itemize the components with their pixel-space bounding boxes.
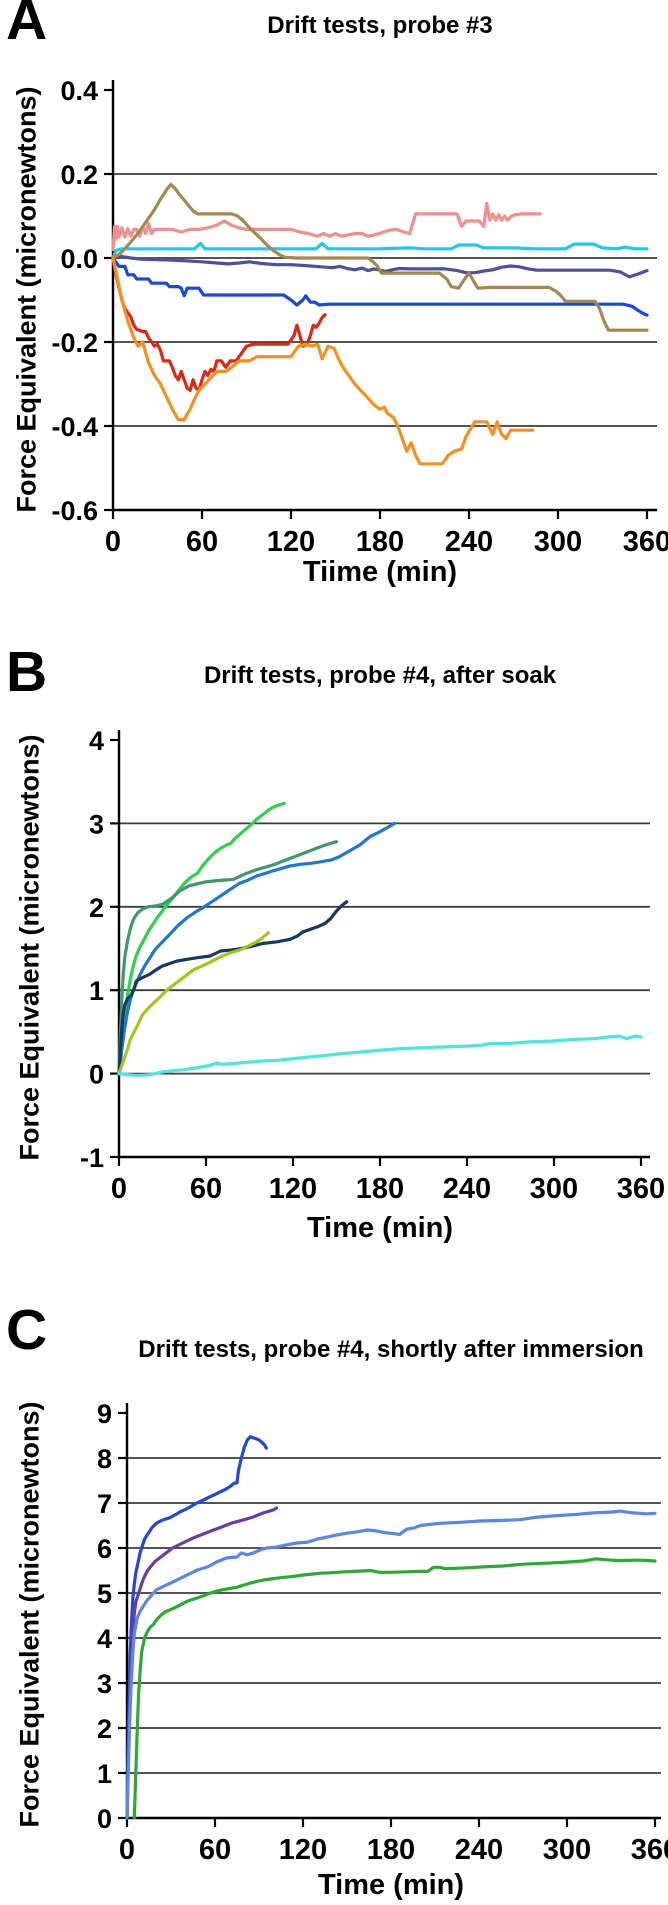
x-tick-label: 0 xyxy=(105,526,121,558)
y-tick-label: 1 xyxy=(89,976,104,1006)
series-pink xyxy=(111,201,542,252)
x-tick-label: 60 xyxy=(199,1834,231,1866)
panel-c-title: Drift tests, probe #4, shortly after imm… xyxy=(138,1336,644,1363)
panel-b-y-axis-title: Force Equivalent (micronewtons) xyxy=(14,734,45,1161)
y-tick-label: -1 xyxy=(80,1143,104,1173)
series-blue xyxy=(117,821,397,1076)
x-tick-label: 300 xyxy=(534,526,582,558)
y-tick-label: 4 xyxy=(89,726,104,756)
panel-a-plot: 0.4 0.2 0.0 -0.2 -0.4 -0.60 60 120 180 240 300 360 xyxy=(51,76,668,558)
series-bright-green xyxy=(117,801,286,1076)
x-tick-label: 360 xyxy=(623,526,668,558)
y-tick-label: -0.2 xyxy=(51,328,98,358)
series-royal-blue xyxy=(125,1435,268,1820)
y-tick-label: 8 xyxy=(97,1444,112,1474)
x-tick-label: 180 xyxy=(356,1173,404,1205)
y-tick-label: 6 xyxy=(97,1534,112,1564)
y-tick-label: 2 xyxy=(97,1714,112,1744)
y-tick-label: -0.6 xyxy=(51,496,98,526)
x-tick-label: 240 xyxy=(445,526,493,558)
x-tick-label: 180 xyxy=(356,526,404,558)
panel-c-y-axis-title: Force Equivalent (micronewtons) xyxy=(14,1401,45,1828)
panel-c-letter: C xyxy=(6,1298,48,1362)
series-blue xyxy=(111,256,649,317)
x-tick-label: 360 xyxy=(617,1173,665,1205)
y-tick-label: 7 xyxy=(97,1489,112,1519)
panel-b-x-axis-title: Time (min) xyxy=(306,1212,454,1244)
x-tick-label: 300 xyxy=(543,1834,591,1866)
y-tick-label: 0 xyxy=(97,1804,112,1834)
x-tick-label: 180 xyxy=(367,1834,415,1866)
x-tick-label: 120 xyxy=(279,1834,327,1866)
x-tick-label: 0 xyxy=(119,1834,135,1866)
y-tick-label: 9 xyxy=(97,1399,112,1429)
panel-a-title: Drift tests, probe #3 xyxy=(267,12,493,39)
series-dark-navy xyxy=(117,900,349,1076)
series-dark-tan xyxy=(111,182,649,332)
panel-a-x-axis-title: Tiime (min) xyxy=(302,556,458,588)
series-orange xyxy=(111,256,535,466)
y-tick-label: 1 xyxy=(97,1759,112,1789)
panel-a-y-axis-title: Force Equivalent (micronewtons) xyxy=(11,86,42,513)
y-tick-label: 3 xyxy=(89,809,104,839)
x-tick-label: 240 xyxy=(443,1173,491,1205)
series-purple xyxy=(125,1506,279,1820)
y-tick-label: 0.0 xyxy=(60,244,98,274)
x-tick-label: 60 xyxy=(186,526,218,558)
x-tick-label: 240 xyxy=(455,1834,503,1866)
series-yellow-green xyxy=(117,931,270,1076)
panel-c-plot: 9 8 7 6 5 4 3 2 1 00 60 120 180 240 300 360 xyxy=(97,1399,668,1866)
series-green xyxy=(132,1557,657,1820)
y-tick-label: -0.4 xyxy=(51,412,98,442)
x-tick-label: 0 xyxy=(111,1173,127,1205)
series-cyan xyxy=(111,241,649,260)
y-tick-label: 0 xyxy=(89,1060,104,1090)
panel-c-x-axis-title: Time (min) xyxy=(317,1869,465,1901)
y-tick-label: 0.4 xyxy=(60,76,98,106)
x-tick-label: 300 xyxy=(530,1173,578,1205)
series-sea-green xyxy=(117,840,339,1076)
x-tick-label: 120 xyxy=(269,1173,317,1205)
y-tick-label: 4 xyxy=(97,1624,112,1654)
panel-b-title: Drift tests, probe #4, after soak xyxy=(203,662,557,689)
y-tick-label: 0.2 xyxy=(60,160,98,190)
panel-b-letter: B xyxy=(6,640,48,704)
y-tick-label: 3 xyxy=(97,1669,112,1699)
series-cornflower-blue xyxy=(125,1509,657,1820)
x-tick-label: 120 xyxy=(267,526,315,558)
y-tick-label: 2 xyxy=(89,893,104,923)
x-tick-label: 60 xyxy=(190,1173,222,1205)
y-tick-label: 5 xyxy=(97,1579,112,1609)
panel-a-letter: A xyxy=(6,0,48,52)
series-cyan xyxy=(117,1034,643,1077)
x-tick-label: 360 xyxy=(631,1834,668,1866)
